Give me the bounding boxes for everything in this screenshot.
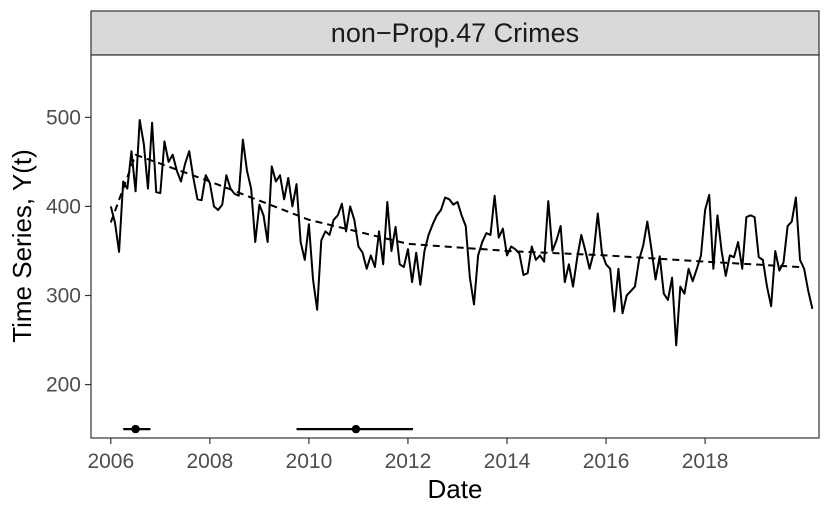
axes: 2006 2008 2010 2012 2014 2016 2018 200 300 400 500 <box>46 106 729 473</box>
y-tick-label: 300 <box>46 284 81 307</box>
interval-point-1 <box>131 424 140 434</box>
x-tick-label: 2008 <box>186 450 233 473</box>
facet-title: non−Prop.47 Crimes <box>331 18 579 48</box>
x-tick-label: 2018 <box>682 450 729 473</box>
x-tick-label: 2010 <box>286 450 333 473</box>
panel-border <box>90 54 820 439</box>
series-line-solid <box>109 119 814 347</box>
interval-point-2 <box>351 424 361 434</box>
x-tick-label: 2016 <box>583 450 630 473</box>
series-line-dashed <box>109 153 800 268</box>
facet-strip-background <box>90 10 820 56</box>
y-tick-label: 400 <box>46 195 81 218</box>
x-tick-label: 2006 <box>87 450 134 473</box>
x-tick-label: 2012 <box>385 450 432 473</box>
plot-marks <box>109 119 814 434</box>
facet-strip: non−Prop.47 Crimes <box>90 10 820 56</box>
y-tick-label: 200 <box>46 374 81 397</box>
y-axis-title: Time Series, Y(t) <box>7 149 37 343</box>
x-tick-label: 2014 <box>484 450 531 473</box>
x-axis-title: Date <box>428 474 483 504</box>
y-tick-label: 500 <box>46 106 81 129</box>
